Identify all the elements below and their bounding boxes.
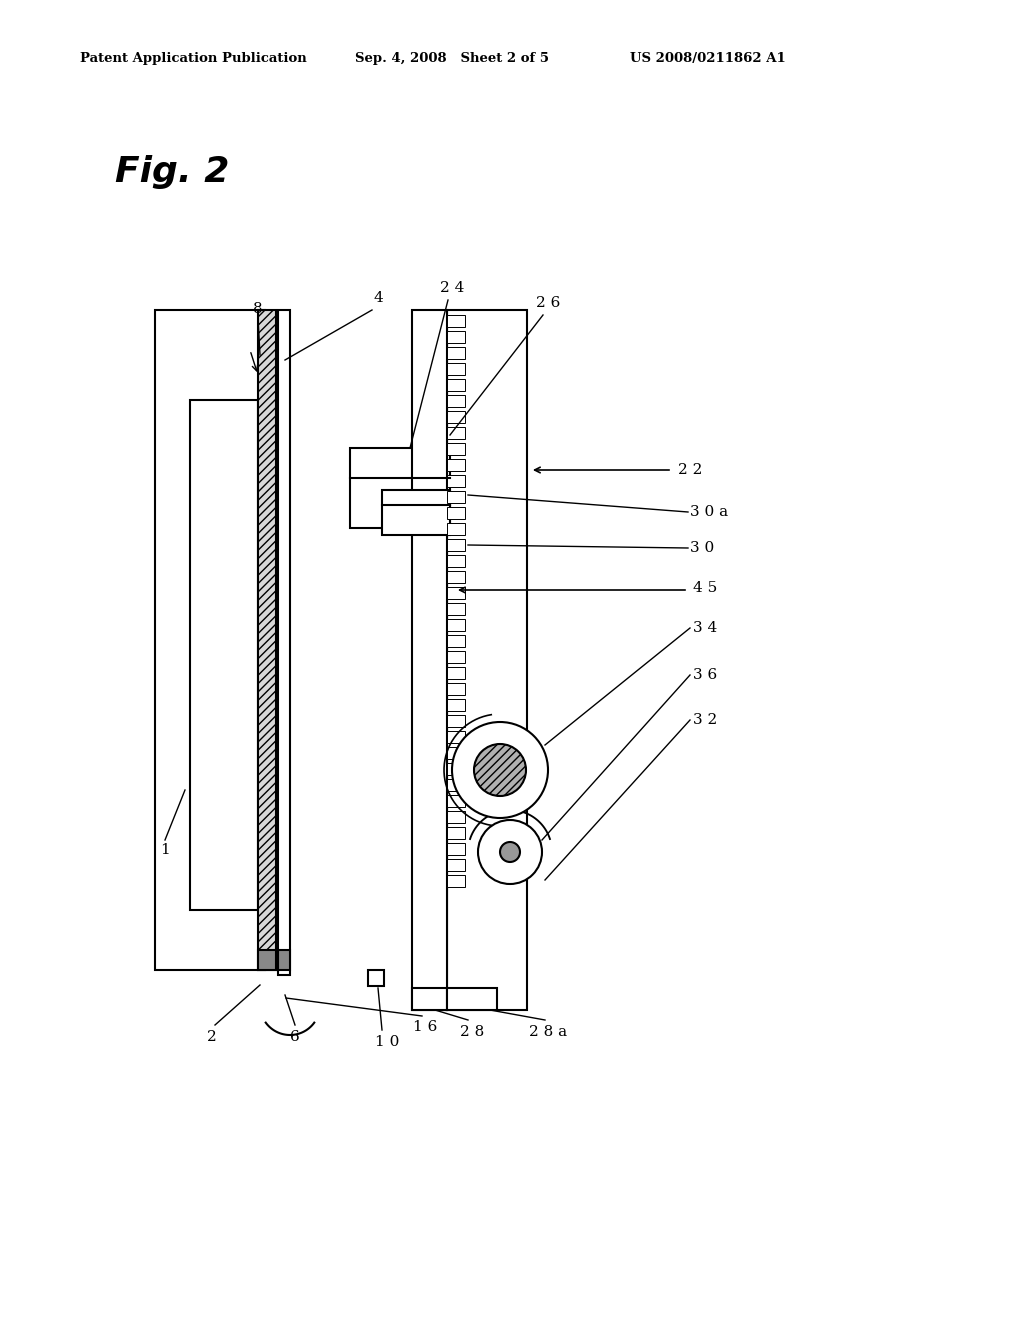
Text: 1 6: 1 6 (413, 1020, 437, 1034)
Bar (412, 310, 447, 1010)
Bar (447, 667, 465, 678)
Bar (447, 715, 465, 726)
Bar (447, 310, 527, 1010)
Bar (368, 970, 384, 986)
Bar (447, 700, 465, 710)
Bar (350, 447, 450, 528)
Text: 3 2: 3 2 (693, 713, 717, 727)
Bar (447, 651, 465, 663)
Bar (447, 411, 465, 422)
Text: Patent Application Publication: Patent Application Publication (80, 51, 307, 65)
Text: 8: 8 (253, 302, 263, 315)
Bar (447, 859, 465, 870)
Bar (447, 843, 465, 854)
Bar (447, 331, 465, 342)
Text: 2: 2 (207, 1030, 217, 1044)
Bar (447, 444, 465, 454)
Bar (447, 763, 465, 775)
Bar (412, 987, 447, 1010)
Text: 4 5: 4 5 (693, 581, 717, 595)
Bar (447, 635, 465, 647)
Text: 1: 1 (160, 843, 170, 857)
Text: 3 6: 3 6 (693, 668, 717, 682)
Bar (447, 475, 465, 487)
Text: 6: 6 (290, 1030, 300, 1044)
Text: 3 4: 3 4 (693, 620, 717, 635)
Text: 4: 4 (373, 290, 383, 305)
Bar (258, 950, 276, 970)
Bar (447, 507, 465, 519)
Bar (447, 363, 465, 375)
Bar (447, 315, 465, 326)
Text: 3 0 a: 3 0 a (690, 506, 728, 519)
Bar (447, 747, 465, 759)
Bar (447, 682, 465, 694)
Bar (447, 426, 465, 438)
Bar (447, 395, 465, 407)
Bar (447, 587, 465, 598)
Circle shape (452, 722, 548, 818)
Circle shape (478, 820, 542, 884)
Bar (447, 810, 465, 822)
Text: 2 4: 2 4 (440, 281, 464, 294)
Text: Sep. 4, 2008   Sheet 2 of 5: Sep. 4, 2008 Sheet 2 of 5 (355, 51, 549, 65)
Text: 3 0: 3 0 (690, 541, 715, 554)
Bar (447, 491, 465, 503)
Bar (382, 490, 450, 535)
Bar (447, 731, 465, 743)
Bar (447, 987, 497, 1010)
Bar (258, 310, 276, 970)
Bar (190, 400, 258, 909)
Bar (447, 379, 465, 391)
Bar (447, 554, 465, 566)
Text: 2 6: 2 6 (536, 296, 560, 310)
Bar (447, 459, 465, 470)
Bar (447, 619, 465, 631)
Bar (447, 779, 465, 791)
Text: Fig. 2: Fig. 2 (115, 154, 229, 189)
Text: US 2008/0211862 A1: US 2008/0211862 A1 (630, 51, 785, 65)
Bar (447, 523, 465, 535)
Bar (447, 603, 465, 615)
Bar (447, 875, 465, 887)
Text: 2 8: 2 8 (460, 1026, 484, 1039)
Bar (447, 347, 465, 359)
Bar (155, 310, 265, 970)
Circle shape (474, 744, 526, 796)
Bar (447, 795, 465, 807)
Bar (447, 539, 465, 550)
Text: 1 0: 1 0 (375, 1035, 399, 1049)
Bar (278, 950, 290, 970)
Text: 2 2: 2 2 (678, 463, 702, 477)
Bar (278, 310, 290, 975)
Text: 2 8 a: 2 8 a (529, 1026, 567, 1039)
Circle shape (500, 842, 520, 862)
Bar (447, 572, 465, 582)
Bar (447, 828, 465, 838)
